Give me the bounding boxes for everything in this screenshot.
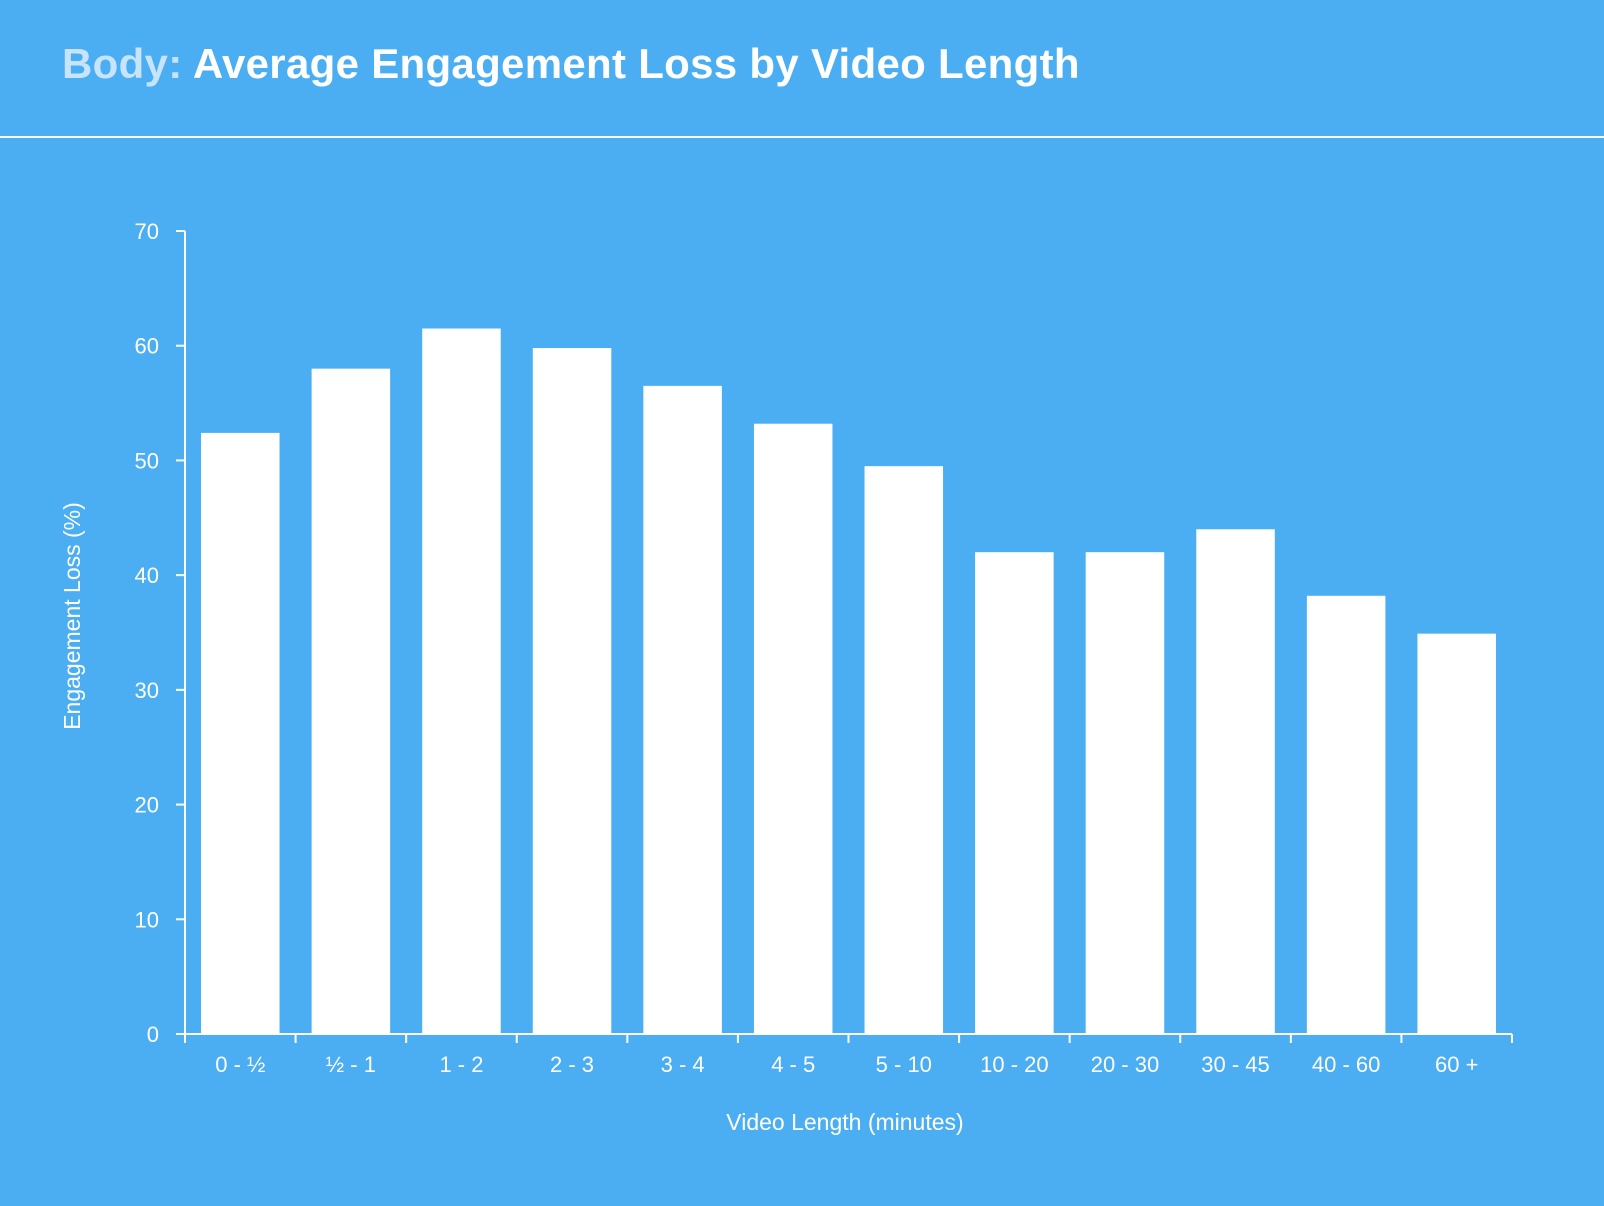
y-tick-label: 30	[135, 678, 159, 703]
bar-2	[422, 328, 501, 1034]
y-axis-title: Engagement Loss (%)	[59, 502, 85, 730]
axes-group: 0 - ½ ½ - 1 1 - 2 2 - 3 3 - 4 4 - 5 5 - 10 10 -…	[135, 219, 1513, 1077]
x-tick-label: 5 - 10	[876, 1052, 932, 1077]
y-tick-label: 0	[147, 1022, 159, 1047]
chart-header: Body: Average Engagement Loss by Video L…	[0, 0, 1604, 138]
x-tick-label: 30 - 45	[1201, 1052, 1270, 1077]
x-tick-label: 20 - 30	[1091, 1052, 1160, 1077]
y-tick-label: 10	[135, 907, 159, 932]
bar-1	[311, 368, 391, 1035]
bar-3	[532, 348, 612, 1035]
x-axis-title: Video Length (minutes)	[726, 1109, 963, 1135]
bar-7	[975, 552, 1054, 1034]
x-tick-label: 1 - 2	[439, 1052, 483, 1077]
bar-6	[864, 466, 944, 1034]
y-tick-label: 60	[135, 334, 159, 359]
y-tick-label: 20	[135, 793, 159, 818]
bar-10	[1306, 595, 1386, 1034]
bar-11	[1417, 633, 1496, 1034]
bar-8	[1085, 552, 1165, 1034]
x-tick-label: 40 - 60	[1312, 1052, 1381, 1077]
x-tick-label: 2 - 3	[550, 1052, 594, 1077]
chart-title-prefix: Body:	[62, 40, 183, 87]
bars-group	[201, 328, 1496, 1035]
bar-5	[753, 423, 833, 1035]
bar-4	[643, 385, 722, 1035]
x-tick-label: 0 - ½	[215, 1052, 265, 1077]
y-tick-label: 70	[135, 219, 159, 244]
y-tick-label: 40	[135, 563, 159, 588]
chart-title-main: Average Engagement Loss by Video Length	[192, 40, 1080, 87]
bar-9	[1196, 529, 1275, 1034]
x-tick-label: 10 - 20	[980, 1052, 1049, 1077]
chart-title: Body: Average Engagement Loss by Video L…	[62, 40, 1080, 88]
x-tick-label: ½ - 1	[326, 1052, 376, 1077]
x-tick-label: 3 - 4	[661, 1052, 705, 1077]
bar-0	[201, 432, 280, 1034]
x-tick-label: 4 - 5	[771, 1052, 815, 1077]
x-tick-label: 60 +	[1435, 1052, 1478, 1077]
y-tick-label: 50	[135, 448, 159, 473]
